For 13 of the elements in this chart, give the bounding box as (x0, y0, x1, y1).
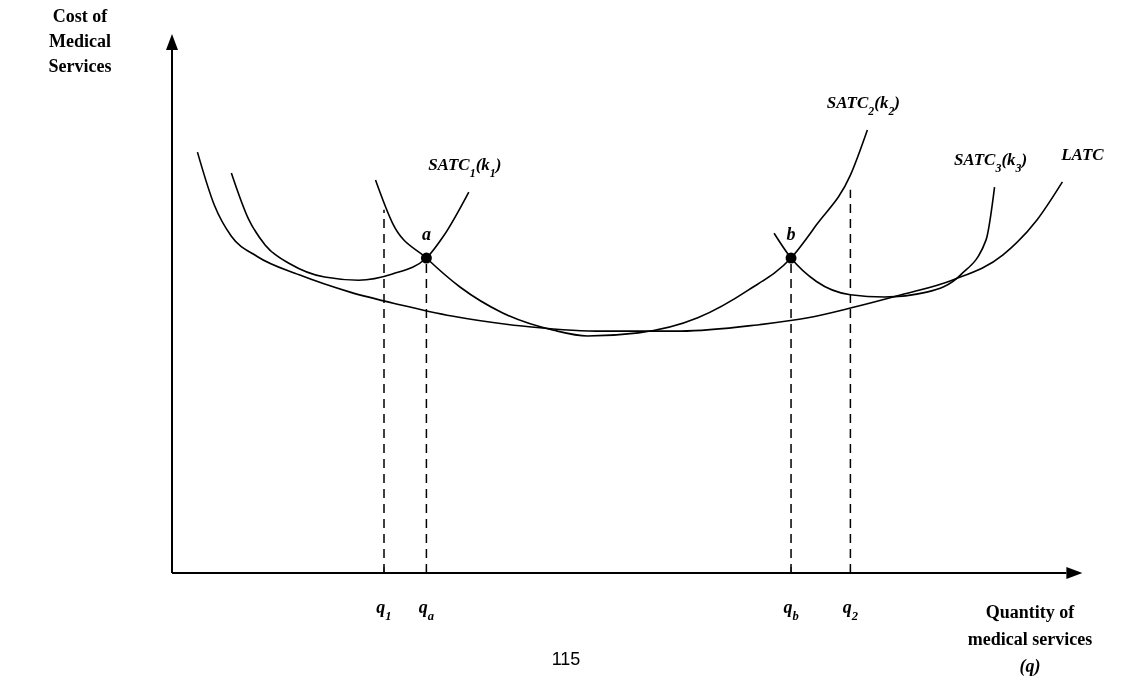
x-tick-label: q$_{2}$ (842, 597, 859, 623)
x-axis-title: Quantity of medical services (q) (967, 602, 1093, 677)
series-label: SATC$_{1}$(k$_{1}$) (428, 155, 502, 181)
annotation: a (421, 224, 431, 245)
y-axis-title: Cost of Medical Services (48, 6, 112, 76)
series-label: SATC$_{2}$(k$_{2}$) (826, 93, 901, 118)
series-label: SATC$_{3}$(k$_{3}$) (953, 150, 1028, 176)
x-tick-label: q$_{b}$ (783, 597, 799, 623)
annotation: b (786, 224, 796, 245)
series-label: LATC (1060, 144, 1105, 164)
x-tick-label: q$_{1}$ (376, 597, 392, 623)
x-tick-label: q$_{a}$ (418, 597, 435, 623)
text: 115 (551, 649, 581, 669)
